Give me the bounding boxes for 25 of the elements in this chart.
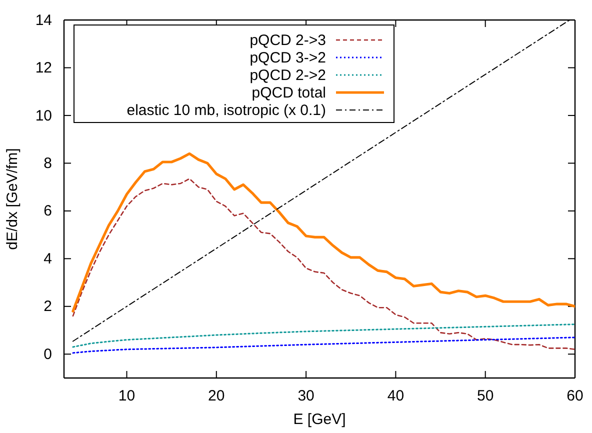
x-axis-title: E [GeV] (293, 411, 346, 428)
y-tick-label: 12 (35, 60, 52, 77)
y-tick-label: 6 (44, 202, 52, 220)
line-series (72, 324, 575, 348)
legend-label: elastic 10 mb, isotropic (x 0.1) (126, 102, 326, 119)
x-tick-label: 50 (477, 388, 494, 405)
x-tick-label: 60 (566, 388, 584, 405)
y-tick-label: 14 (35, 12, 52, 29)
x-tick-label: 30 (298, 388, 314, 405)
legend-label: pQCD 2->2 (250, 67, 326, 84)
x-tick-label: 10 (118, 388, 136, 405)
legend-label: pQCD 3->2 (250, 50, 326, 66)
legend-label: pQCD total (252, 84, 326, 102)
line-series (72, 178, 575, 350)
y-tick-label: 2 (44, 298, 52, 316)
y-tick-label: 0 (44, 346, 52, 363)
line-series (72, 152, 575, 312)
line-series (72, 336, 575, 354)
x-tick-label: 40 (387, 388, 404, 405)
y-tick-label: 8 (44, 155, 52, 172)
x-tick-label: 20 (208, 388, 225, 405)
legend-label: pQCD 2->3 (250, 32, 326, 49)
y-tick-label: 4 (44, 250, 52, 268)
y-axis-title: dE/dx [GeV/fm] (4, 148, 21, 250)
y-tick-label: 10 (35, 107, 52, 124)
